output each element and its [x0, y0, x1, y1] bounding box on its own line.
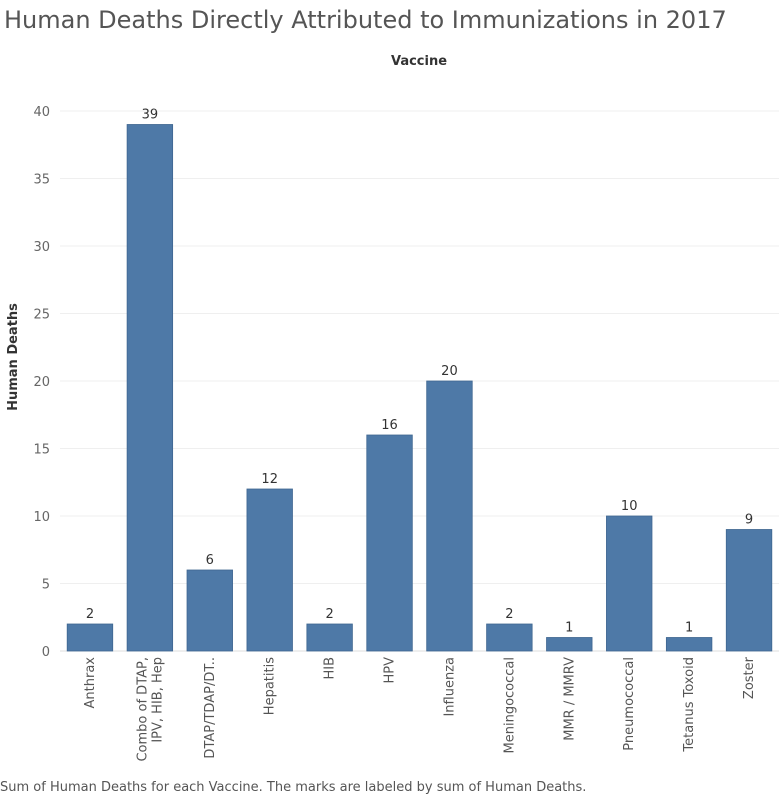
y-axis-ticks: 0 5 10 15 20 25 30 35 40	[33, 105, 50, 660]
x-tick-label-line: Hepatitis	[263, 657, 278, 715]
y-tick-label: 25	[33, 308, 50, 323]
y-tick-label: 30	[33, 240, 50, 255]
y-tick-label: 0	[42, 645, 50, 660]
data-label: 20	[441, 364, 458, 379]
data-label: 2	[505, 607, 513, 622]
x-axis-ticks: Anthrax Combo of DTAP, IPV, HIB, Hep DTAP/T…	[83, 656, 757, 761]
x-tick-label: Combo of DTAP, IPV, HIB, Hep	[135, 657, 165, 762]
chart-title: Human Deaths Directly Attributed to Immu…	[4, 6, 727, 34]
chart-caption: Sum of Human Deaths for each Vaccine. Th…	[0, 780, 587, 795]
bar	[186, 569, 233, 652]
data-label: 1	[565, 621, 573, 636]
y-tick-label: 5	[42, 578, 50, 593]
x-tick-label-line: Influenza	[442, 657, 457, 717]
x-tick-label: Anthrax	[83, 657, 98, 709]
data-label: 6	[206, 553, 214, 568]
gridlines	[60, 110, 779, 652]
x-tick-label: Zoster	[742, 656, 757, 699]
x-tick-label-line: Zoster	[742, 656, 757, 699]
x-tick-label: HPV	[383, 657, 398, 684]
x-tick-label-line: IPV, HIB, Hep	[150, 657, 165, 743]
x-tick-label-line: Pneumococcal	[622, 657, 637, 751]
x-tick-label: Meningococcal	[502, 657, 517, 753]
bar	[725, 529, 773, 652]
bar	[366, 434, 413, 652]
bar	[126, 124, 174, 652]
bar	[546, 637, 593, 652]
x-tick-label: MMR / MMRV	[562, 657, 577, 741]
x-tick-label-line: Tetanus Toxoid	[682, 657, 697, 753]
y-tick-label: 35	[33, 173, 50, 188]
x-tick-label: HIB	[323, 657, 338, 680]
bars	[66, 124, 773, 652]
bar	[426, 380, 473, 652]
bar	[306, 623, 353, 652]
data-label: 1	[685, 621, 693, 636]
x-axis-title: Vaccine	[391, 54, 447, 69]
x-tick-label: Hepatitis	[263, 657, 278, 715]
y-tick-label: 15	[33, 443, 50, 458]
y-tick-label: 10	[33, 510, 50, 525]
x-tick-label: Influenza	[442, 657, 457, 717]
data-label: 9	[745, 513, 753, 528]
y-tick-label: 40	[33, 105, 50, 120]
x-tick-label: Tetanus Toxoid	[682, 657, 697, 753]
x-tick-label-line: Combo of DTAP,	[135, 657, 150, 762]
data-label: 16	[381, 418, 398, 433]
x-tick-label: DTAP/TDAP/DT..	[203, 657, 218, 759]
bar	[665, 637, 713, 652]
x-tick-label-line: MMR / MMRV	[562, 657, 577, 741]
data-label: 39	[142, 108, 159, 123]
y-tick-label: 20	[33, 375, 50, 390]
bar	[66, 623, 114, 652]
x-tick-label-line: Anthrax	[83, 657, 98, 709]
x-tick-label-line: Meningococcal	[502, 657, 517, 753]
x-tick-label: Pneumococcal	[622, 657, 637, 751]
x-tick-label-line: HPV	[383, 657, 398, 684]
bar	[486, 623, 533, 652]
data-label: 12	[261, 472, 278, 487]
bar	[246, 488, 293, 652]
x-tick-label-line: HIB	[323, 657, 338, 680]
data-label: 10	[621, 499, 638, 514]
x-tick-label-line: DTAP/TDAP/DT..	[203, 657, 218, 759]
y-axis-title: Human Deaths	[6, 303, 21, 411]
data-label: 2	[325, 607, 333, 622]
data-label: 2	[86, 607, 94, 622]
bar	[606, 515, 653, 652]
